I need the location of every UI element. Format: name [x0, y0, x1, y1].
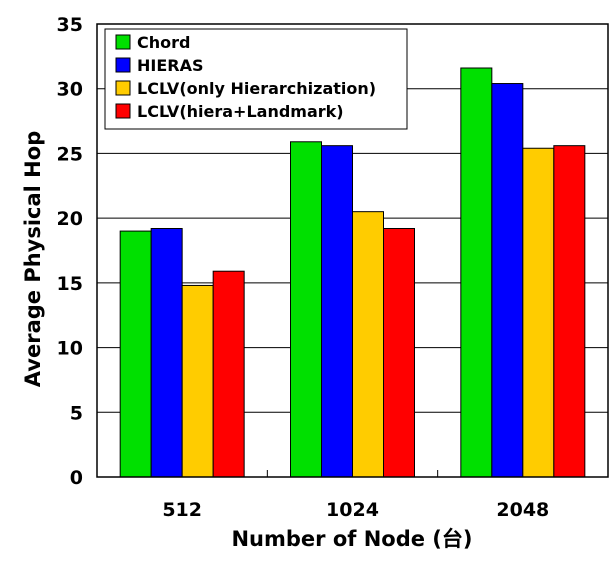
x-axis-tick-labels: 512 1024 2048 — [162, 470, 549, 521]
bar — [460, 67, 493, 478]
legend-box — [104, 28, 408, 130]
legend-label: HIERAS — [137, 56, 204, 75]
x-axis-title: Number of Node (台) — [231, 527, 472, 551]
bar — [119, 230, 152, 478]
y-tick-label: 25 — [57, 143, 83, 165]
y-tick-label: 20 — [57, 208, 83, 230]
legend-swatch — [115, 103, 131, 119]
bar — [491, 83, 524, 478]
bar — [383, 227, 415, 478]
y-tick-label: 30 — [57, 79, 83, 101]
bar — [321, 145, 353, 478]
y-tick-label: 35 — [57, 14, 83, 36]
bar — [522, 147, 555, 478]
y-axis-title: Average Physical Hop — [21, 131, 45, 387]
x-tick-label: 2048 — [496, 499, 549, 521]
bars — [119, 67, 586, 478]
y-axis-tick-labels: 0 5 10 15 20 25 30 35 — [57, 14, 83, 489]
y-tick-label: 10 — [57, 338, 83, 360]
bar — [150, 227, 183, 478]
legend-swatch — [115, 57, 131, 73]
legend-label: Chord — [137, 33, 190, 52]
bar — [553, 145, 586, 478]
y-tick-label: 5 — [70, 402, 83, 424]
bar — [181, 284, 214, 478]
y-tick-label: 15 — [57, 273, 83, 295]
bar — [352, 211, 384, 478]
legend-swatch — [115, 34, 131, 50]
plot-area-frame — [96, 23, 609, 478]
bar — [290, 141, 322, 478]
y-tick-label: 0 — [70, 467, 83, 489]
legend-label: LCLV(hiera+Landmark) — [137, 102, 344, 121]
legend: Chord HIERAS LCLV(only Hierarchization) LCL… — [104, 28, 408, 130]
bar — [212, 270, 245, 478]
x-tick-label: 1024 — [326, 499, 379, 521]
x-tick-label: 512 — [162, 499, 202, 521]
legend-label: LCLV(only Hierarchization) — [137, 79, 376, 98]
legend-swatch — [115, 80, 131, 96]
